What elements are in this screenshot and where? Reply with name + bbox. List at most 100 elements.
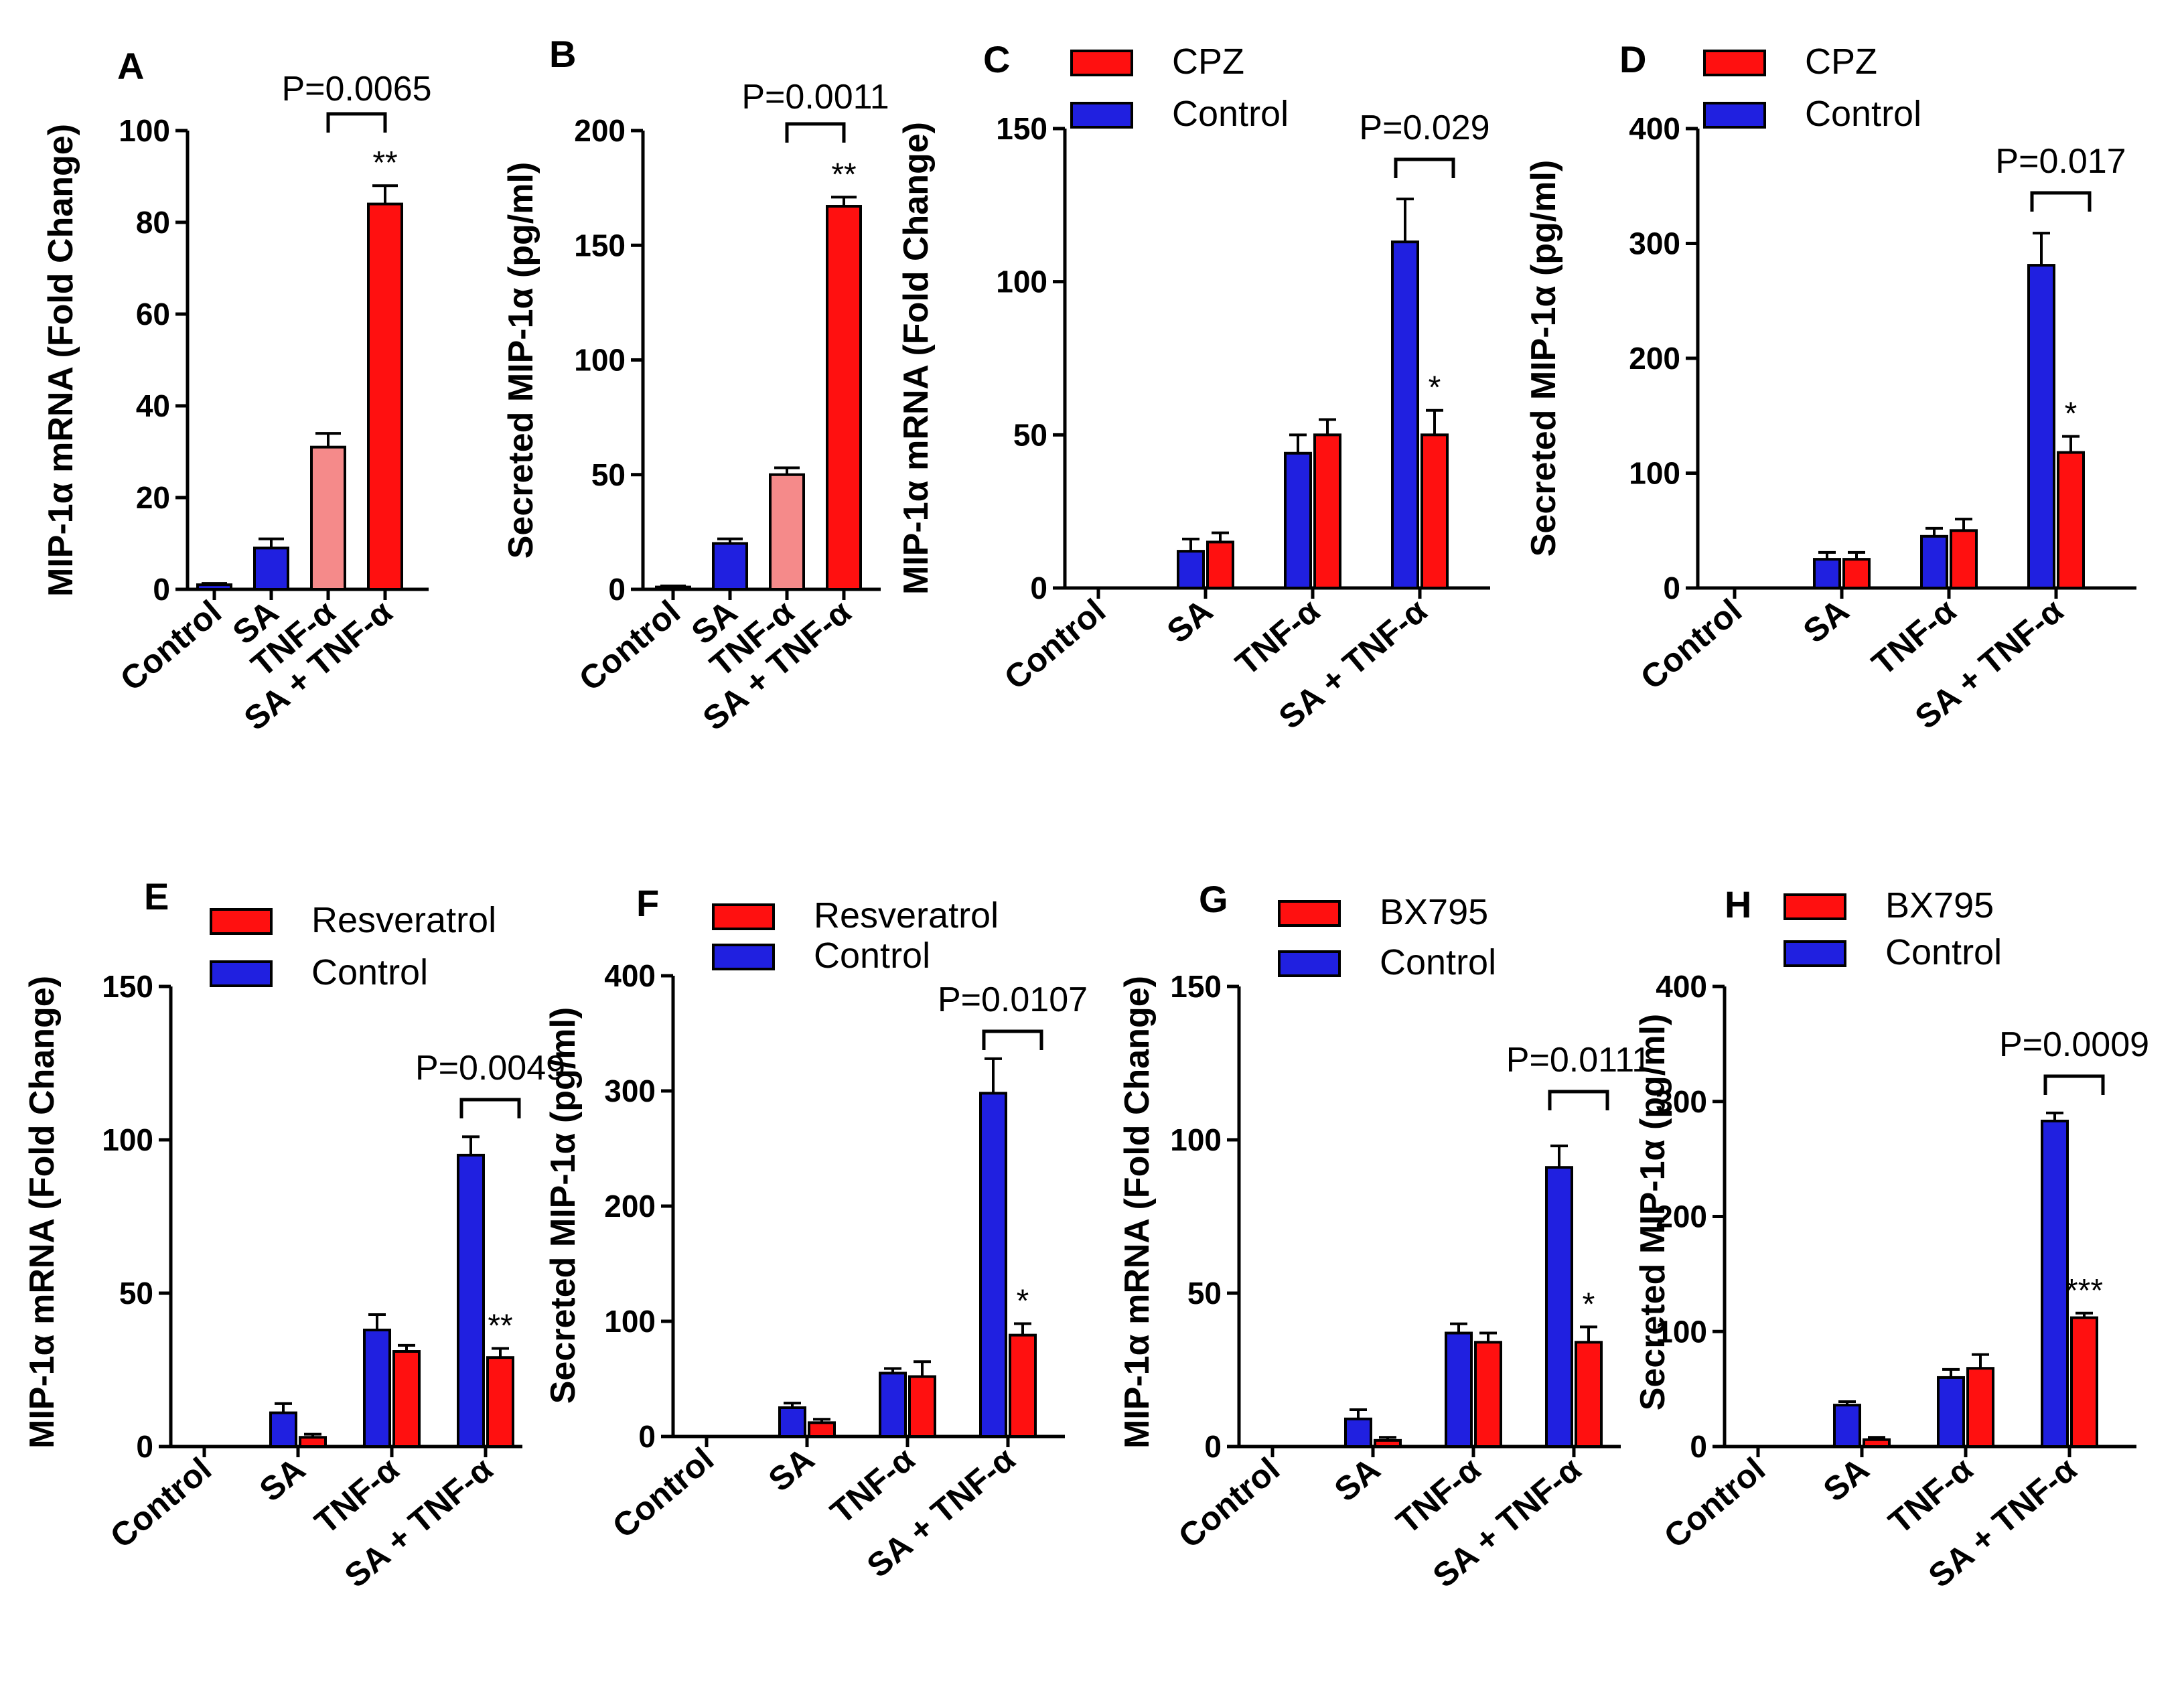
bar-cpz — [1206, 540, 1234, 590]
bar — [769, 473, 805, 591]
p-value-label: P=0.0049 — [415, 1049, 565, 1088]
bar — [367, 202, 403, 591]
x-category-label: Control — [572, 593, 687, 698]
legend-swatch — [1703, 102, 1766, 129]
significance-bracket — [1548, 1090, 1609, 1110]
x-category-label: Control — [1171, 1451, 1287, 1556]
panel-letter: C — [983, 38, 1010, 80]
y-tick-label: 100 — [1170, 1122, 1222, 1157]
panel-f: F Secreted MIP-1α (pg/ml) 0 100 200 300 400 Con… — [544, 882, 1088, 1584]
significance-bracket — [785, 122, 846, 143]
y-tick-label: 400 — [1656, 969, 1707, 1004]
bar-control — [1177, 550, 1205, 589]
panel-letter: D — [1619, 38, 1646, 80]
x-category-label: Control — [997, 592, 1112, 697]
legend-label: Control — [311, 952, 428, 992]
legend: BX795 Control — [1278, 892, 1496, 982]
legend-label: Control — [1805, 94, 1921, 134]
significance-stars: * — [1017, 1283, 1029, 1319]
bar-control — [778, 1406, 806, 1438]
significance-bracket — [982, 1029, 1043, 1050]
significance-bracket — [459, 1098, 521, 1118]
y-tick-label: 100 — [102, 1122, 153, 1157]
panel-a: A MIP-1α mRNA (Fold Change) 0 20 40 60 80 100 Co… — [42, 45, 432, 737]
bar-bx795 — [1374, 1438, 1402, 1449]
significance-bracket — [1394, 157, 1455, 178]
legend-swatch — [1278, 950, 1341, 977]
bar-resveratrol — [908, 1375, 936, 1438]
legend-swatch — [1783, 893, 1846, 920]
bar-control — [1937, 1376, 1965, 1448]
y-tick-label: 200 — [604, 1189, 656, 1224]
bar-cpz — [2057, 451, 2085, 589]
bar — [826, 205, 862, 591]
legend-swatch — [1278, 900, 1341, 927]
y-axis-label: Secreted MIP-1α (pg/ml) — [544, 1007, 583, 1404]
bar-control — [1445, 1331, 1473, 1449]
y-tick-label: 50 — [1187, 1276, 1222, 1311]
legend-swatch — [712, 903, 775, 930]
x-category-label: TNF-α — [1881, 1450, 1980, 1541]
panel-b: B Secreted MIP-1α (pg/ml) 0 50 100 150 200 Cont… — [502, 33, 889, 737]
legend-swatch — [1783, 940, 1846, 967]
legend-swatch — [1703, 50, 1766, 76]
y-tick-label: 50 — [119, 1276, 153, 1311]
y-tick-label: 50 — [591, 457, 626, 492]
bar — [196, 583, 232, 591]
bar-resveratrol — [486, 1356, 514, 1449]
y-tick-label: 300 — [604, 1074, 656, 1108]
x-category-label: SA — [1796, 592, 1856, 651]
y-tick-label: 80 — [136, 205, 170, 240]
p-value-label: P=0.017 — [1995, 142, 2126, 181]
y-tick-label: 100 — [996, 265, 1047, 299]
panel-g: G MIP-1α mRNA (Fold Change) 0 50 100 150 Contr… — [1118, 878, 1651, 1595]
y-tick-label: 100 — [1629, 456, 1680, 491]
legend-label: BX795 — [1885, 885, 1994, 926]
significance-bracket — [2043, 1074, 2105, 1095]
p-value-label: P=0.0011 — [741, 78, 889, 117]
x-category-label: TNF-α — [1228, 591, 1327, 682]
y-tick-label: 300 — [1656, 1084, 1707, 1119]
panel-letter: F — [636, 882, 659, 924]
bar-control — [1284, 451, 1312, 589]
bar — [310, 445, 346, 591]
x-category-label: SA — [1327, 1451, 1387, 1509]
legend: Resveratrol Control — [210, 900, 496, 992]
y-tick-label: 100 — [604, 1304, 656, 1339]
significance-stars: ** — [831, 157, 856, 192]
significance-stars: * — [1429, 370, 1441, 406]
bar-control — [1344, 1417, 1372, 1449]
legend-label: Control — [1885, 932, 2002, 972]
bar-control — [2041, 1119, 2069, 1448]
y-tick-label: 0 — [638, 1419, 656, 1454]
legend-swatch — [210, 908, 273, 935]
bar-cpz — [1313, 433, 1341, 589]
bar-control — [1833, 1404, 1861, 1448]
legend-label: Resveratrol — [311, 900, 496, 940]
bar-control — [269, 1411, 297, 1449]
bar-control — [979, 1092, 1007, 1438]
panel-letter: A — [117, 45, 144, 87]
panel-c: C MIP-1α mRNA (Fold Change) 0 50 100 150 Contr… — [897, 38, 1490, 736]
significance-stars: ** — [372, 145, 397, 181]
y-axis-label: MIP-1α mRNA (Fold Change) — [23, 976, 62, 1449]
y-axis-label: Secreted MIP-1α (pg/ml) — [502, 162, 540, 559]
legend: CPZ Control — [1070, 42, 1289, 134]
p-value-label: P=0.0065 — [281, 70, 431, 108]
x-category-label: TNF-α — [1865, 591, 1963, 682]
bar-bx795 — [1863, 1438, 1891, 1449]
x-category-label: SA — [761, 1441, 821, 1499]
legend-label: Control — [1380, 942, 1496, 982]
significance-stars: ** — [488, 1308, 512, 1343]
legend-label: Control — [814, 936, 930, 976]
significance-bracket — [2030, 191, 2092, 212]
y-tick-label: 0 — [1204, 1429, 1222, 1464]
panel-letter: G — [1199, 878, 1228, 920]
legend-label: Control — [1172, 94, 1289, 134]
y-tick-label: 0 — [1690, 1429, 1707, 1464]
panel-d: D Secreted MIP-1α (pg/ml) 0 100 200 300 400 Con… — [1524, 38, 2136, 736]
bar-resveratrol — [299, 1436, 327, 1449]
y-tick-label: 20 — [136, 480, 170, 515]
y-tick-label: 0 — [608, 572, 626, 607]
